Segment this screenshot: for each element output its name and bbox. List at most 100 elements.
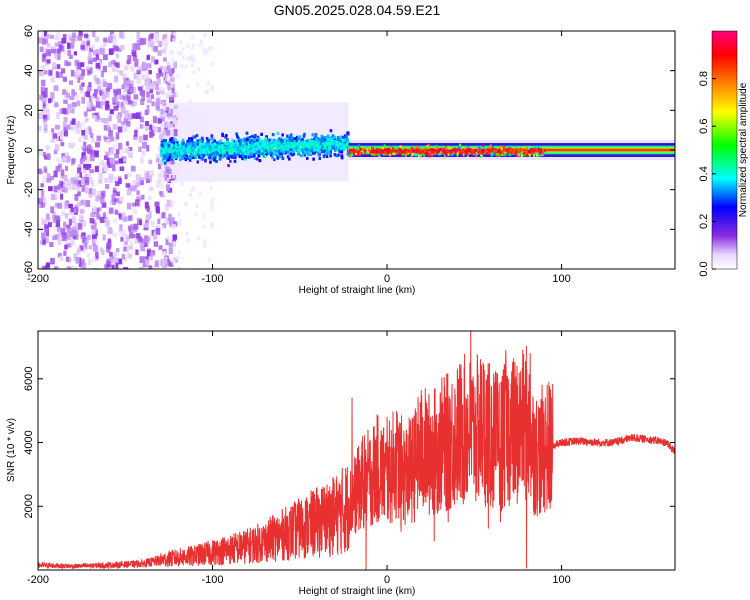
spectrogram-cell <box>78 262 83 267</box>
spectrogram-cell <box>172 225 176 230</box>
spectrogram-cell <box>115 262 119 269</box>
spectrogram-cell <box>196 139 200 143</box>
spectrogram-cell <box>80 88 84 95</box>
spectrogram-cell <box>55 165 61 172</box>
spectrogram-cell <box>339 139 343 143</box>
spectrogram-cell <box>337 144 340 148</box>
spectrogram-cell <box>484 147 487 150</box>
spectrogram-cell <box>140 156 144 164</box>
spectrogram-cell <box>299 139 303 143</box>
spectrogram-cell <box>332 140 336 144</box>
spectrogram-cell <box>108 176 113 183</box>
spectrogram-cell <box>56 227 62 232</box>
spectrogram-cell <box>334 147 338 151</box>
spectrogram-cell <box>97 59 102 66</box>
spectrogram-cell <box>211 141 215 145</box>
spectrogram-cell <box>466 150 469 154</box>
spectrogram-cell <box>186 43 190 48</box>
spectrogram-cell <box>52 235 58 241</box>
spectrogram-cell <box>139 38 144 45</box>
spectrogram-cell <box>406 151 409 155</box>
colorbar-tick-label: 0.4 <box>698 166 710 181</box>
spectrogram-cell <box>191 267 195 269</box>
spectrogram-cell <box>279 154 283 158</box>
spectrogram-cell <box>44 224 49 229</box>
spectrogram-cell <box>115 53 119 59</box>
spectrogram-cell <box>84 146 89 152</box>
spectrogram-cell <box>45 33 50 39</box>
spectrogram-cell <box>82 155 87 161</box>
spectrogram-cell <box>61 201 66 207</box>
spectrogram-cell <box>166 65 171 70</box>
spectrogram-cell <box>436 151 439 154</box>
spectrogram-cell <box>392 147 395 150</box>
spectrogram-cell <box>125 98 129 105</box>
spectrogram-cell <box>65 155 70 163</box>
spectrogram-cell <box>306 156 309 160</box>
spectrogram-cell <box>133 135 138 140</box>
spectrogram-cell <box>377 148 380 152</box>
spectrogram-cell <box>227 164 230 168</box>
spectrogram-cell <box>432 148 435 152</box>
spectrogram-cell <box>445 151 448 155</box>
spectrogram-cell <box>85 200 91 208</box>
spectrogram-cell <box>188 132 192 137</box>
spectrogram-cell <box>479 155 482 158</box>
spectrogram-cell <box>168 116 172 121</box>
spectrogram-cell <box>268 149 272 153</box>
spectrogram-cell <box>417 151 420 154</box>
spectrogram-cell <box>430 150 433 154</box>
spectrogram-cell <box>95 62 100 69</box>
spectrogram-cell <box>272 140 276 144</box>
spectrogram-cell <box>50 206 55 214</box>
spectrogram-cell <box>207 109 211 114</box>
spectrogram-cell <box>113 75 119 83</box>
spectrogram-cell <box>71 89 75 96</box>
spectrogram-cell <box>96 207 100 214</box>
spectrogram-cell <box>145 124 150 131</box>
spectrogram-cell <box>210 153 213 157</box>
spectrogram-cell <box>284 147 288 151</box>
spectrogram-cell <box>53 266 59 269</box>
spectrogram-cell <box>183 150 187 154</box>
spectrogram-cell <box>165 238 169 246</box>
spectrogram-cell <box>150 170 154 177</box>
spectrogram-cell <box>92 31 96 37</box>
spectrogram-cell <box>283 142 287 146</box>
spectrogram-cell <box>116 47 122 52</box>
spectrogram-cell <box>160 185 164 190</box>
spectrogram-cell <box>57 252 62 258</box>
figure-title: GN05.2025.028.04.59.E21 <box>274 2 441 18</box>
spectrogram-cell <box>76 201 82 207</box>
spectrogram-cell <box>281 145 285 149</box>
spectrogram-cell <box>392 148 395 152</box>
spectrogram-cell <box>323 136 326 140</box>
spectrogram-cell <box>123 125 128 132</box>
spectrogram-cell <box>498 149 501 152</box>
spectrogram-cell <box>130 100 135 107</box>
spectrogram-cell <box>111 59 117 65</box>
spectrogram-cell <box>126 147 130 155</box>
spectrogram-cell <box>173 151 177 155</box>
spectrogram-cell <box>77 167 82 174</box>
spectrogram-cell <box>98 178 103 184</box>
spectrogram-cell <box>44 226 50 233</box>
spectrogram-cell <box>157 163 162 170</box>
spectrogram-cell <box>154 260 160 268</box>
spectrogram-cell <box>187 56 191 61</box>
spectrogram-cell <box>248 148 251 152</box>
spectrogram-cell <box>324 138 327 142</box>
spectrogram-cell <box>120 101 124 109</box>
spectrogram-cell <box>514 148 517 151</box>
spectrogram-cell <box>74 176 79 182</box>
spectrogram-cell <box>68 80 74 85</box>
spectrogram-cell <box>187 156 191 160</box>
spectrogram-cell <box>400 151 403 154</box>
spectrogram-cell <box>54 144 60 151</box>
spectrogram-cell <box>157 50 162 56</box>
spectrogram-cell <box>207 155 211 159</box>
spectrogram-cell <box>46 213 50 220</box>
spectrogram-cell <box>309 151 313 155</box>
spectrogram-cell <box>213 139 216 143</box>
